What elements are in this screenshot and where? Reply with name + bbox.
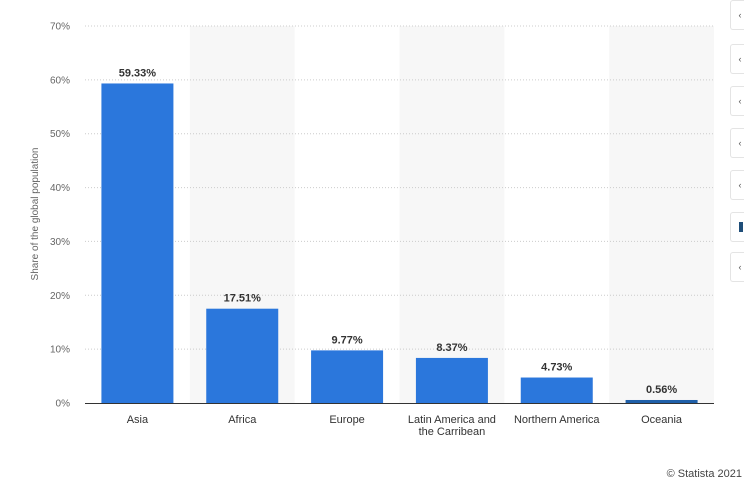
bars [101,83,698,403]
data-label: 0.56% [646,384,677,396]
data-label: 4.73% [541,362,572,374]
data-label: 9.77% [331,334,362,346]
y-tick-label: 0% [56,399,71,410]
chevron-icon[interactable]: ‹ [730,0,744,30]
category-bands [189,26,714,403]
y-tick-label: 70% [50,22,70,33]
y-tick-label: 40% [50,183,70,194]
grid-lines [85,25,714,404]
settings-icon[interactable]: ‹ [730,86,744,116]
bar[interactable] [625,399,698,403]
data-label: 17.51% [224,293,262,305]
bar[interactable] [311,350,384,403]
x-tick-label: Europe [329,414,364,426]
bar[interactable] [101,83,174,403]
statista-credit[interactable]: © Statista 2021 [666,468,742,480]
print-icon[interactable]: ‹ [730,252,744,282]
y-tick-label: 50% [50,129,70,140]
x-tick-label: Northern America [514,414,600,426]
y-axis-ticks: 0% 10% 20% 30% 40% 50% 60% 70% [50,22,70,410]
bar[interactable] [520,377,593,403]
category-band [609,26,714,403]
x-tick-label: Oceania [641,414,683,426]
side-toolbar: ‹ ‹ ‹ ‹ ‹ ‹ [730,0,744,290]
x-tick-label: Latin America and the Carribean [408,414,496,438]
y-tick-label: 20% [50,291,70,302]
x-axis-labels: Asia Africa Europe Latin America and the Car… [127,414,683,438]
y-axis-label: Share of the global population [30,148,41,281]
y-tick-label: 10% [50,345,70,356]
x-tick-label: Africa [228,414,257,426]
bar[interactable] [206,308,279,403]
y-tick-label: 60% [50,75,70,86]
quote-icon[interactable]: ‹ [730,170,744,200]
y-tick-label: 30% [50,237,70,248]
data-label: 59.33% [119,67,157,79]
info-icon[interactable] [730,212,744,242]
data-label: 8.37% [436,342,467,354]
category-band [399,26,505,403]
share-icon[interactable]: ‹ [730,128,744,158]
data-labels: 59.33% 17.51% 9.77% 8.37% 4.73% 0.56% [119,67,678,396]
bar[interactable] [415,357,488,403]
x-tick-label: Asia [127,414,149,426]
bell-icon[interactable]: ‹ [730,44,744,74]
